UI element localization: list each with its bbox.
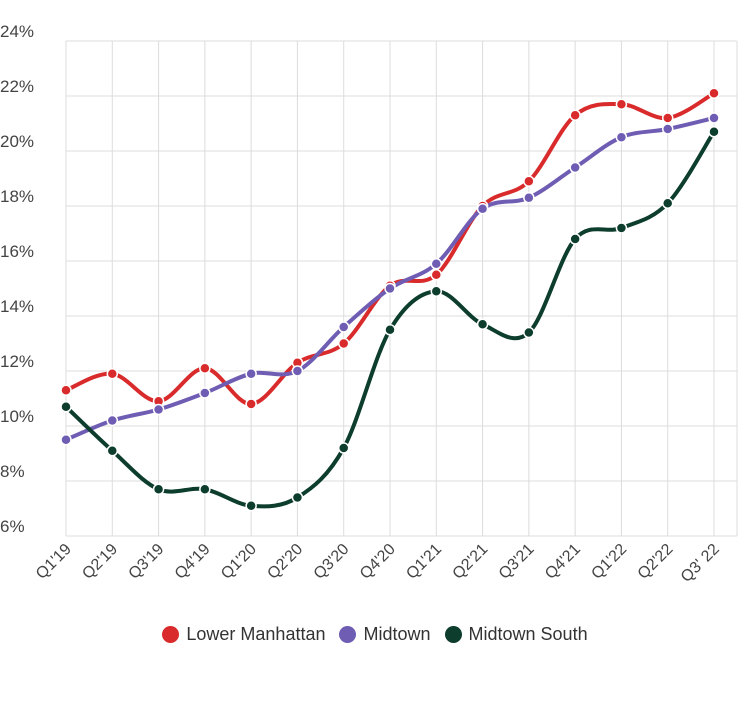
data-point-midtown-13 xyxy=(661,123,674,135)
series-points xyxy=(60,87,720,512)
data-point-midtown-south-9 xyxy=(476,318,489,330)
x-tick-label: Q2'22 xyxy=(635,541,677,583)
x-tick-label: Q3'20 xyxy=(311,541,353,583)
x-tick-label: Q4'21 xyxy=(542,541,584,583)
data-point-midtown-6 xyxy=(337,321,350,333)
y-tick-label: 16% xyxy=(0,242,34,261)
x-tick-label: Q4'20 xyxy=(357,541,399,583)
data-point-midtown-10 xyxy=(523,192,535,204)
y-tick-label: 24% xyxy=(0,22,34,41)
data-point-lower-manhattan-1 xyxy=(106,368,119,380)
x-tick-label: Q1'20 xyxy=(218,541,260,583)
data-point-midtown-14 xyxy=(708,112,720,124)
data-point-midtown-0 xyxy=(60,434,72,446)
data-point-lower-manhattan-0 xyxy=(60,384,72,396)
data-point-lower-manhattan-10 xyxy=(523,175,535,187)
data-point-lower-manhattan-11 xyxy=(569,109,581,121)
legend-marker xyxy=(162,626,180,643)
y-tick-label: 6% xyxy=(0,517,25,536)
grid xyxy=(65,40,738,537)
data-point-midtown-south-12 xyxy=(615,222,628,234)
legend-item-lower-manhattan: Lower Manhattan xyxy=(162,624,325,645)
data-point-lower-manhattan-14 xyxy=(708,87,720,99)
data-point-midtown-2 xyxy=(152,403,165,416)
legend-marker xyxy=(444,626,462,643)
data-point-lower-manhattan-8 xyxy=(430,269,443,281)
x-tick-label: Q2'20 xyxy=(264,541,306,583)
legend-label: Midtown xyxy=(363,624,431,644)
x-tick-label: Q1'22 xyxy=(588,541,630,583)
data-point-midtown-7 xyxy=(384,282,396,295)
line-chart: 6%8%10%12%14%16%18%20%22%24% Q1'19 Q2'19 Q… xyxy=(0,22,738,586)
x-tick-label: Q2'19 xyxy=(79,541,121,583)
data-point-midtown-9 xyxy=(476,203,489,215)
data-point-midtown-5 xyxy=(291,365,304,377)
y-tick-label: 8% xyxy=(0,462,25,481)
legend-item-midtown: Midtown xyxy=(339,624,431,645)
data-point-midtown-south-3 xyxy=(199,483,211,495)
y-tick-label: 18% xyxy=(0,187,34,206)
data-point-lower-manhattan-12 xyxy=(615,98,628,110)
x-tick-label: Q1'21 xyxy=(403,541,445,583)
y-axis: 6% 8% 10% 12% 14% 16% 18% 20% 22% 24% xyxy=(0,22,34,536)
data-point-midtown-south-13 xyxy=(661,197,674,209)
data-point-midtown-south-5 xyxy=(291,491,304,504)
x-tick-label: Q3'21 xyxy=(496,541,538,583)
legend-label: Lower Manhattan xyxy=(186,624,326,644)
data-point-midtown-12 xyxy=(615,131,628,143)
data-point-midtown-south-6 xyxy=(337,442,350,454)
data-point-midtown-south-14 xyxy=(708,126,720,138)
x-tick-label: Q4'19 xyxy=(172,541,214,583)
x-tick-label: Q2'21 xyxy=(450,541,492,583)
data-point-midtown-south-10 xyxy=(523,326,535,339)
data-point-lower-manhattan-4 xyxy=(245,398,257,410)
data-point-midtown-south-2 xyxy=(152,483,165,495)
data-point-midtown-south-4 xyxy=(245,500,257,512)
data-point-lower-manhattan-6 xyxy=(337,337,350,350)
data-point-midtown-8 xyxy=(430,258,443,270)
data-point-midtown-1 xyxy=(106,414,119,427)
data-point-lower-manhattan-13 xyxy=(661,112,674,124)
x-tick-label: Q1'19 xyxy=(33,541,75,583)
legend: Lower Manhattan Midtown Midtown South xyxy=(0,624,750,645)
x-tick-label: Q3' 22 xyxy=(678,541,723,586)
y-tick-label: 14% xyxy=(0,297,34,316)
data-point-midtown-south-0 xyxy=(60,401,72,413)
data-point-midtown-south-1 xyxy=(106,445,119,457)
data-point-midtown-south-8 xyxy=(430,285,443,297)
x-tick-label: Q3'19 xyxy=(126,541,168,583)
x-axis: Q1'19 Q2'19 Q3'19 Q4'19 Q1'20 Q2'20 Q3'20 Q4'20… xyxy=(33,541,723,586)
data-point-midtown-3 xyxy=(199,387,211,399)
data-point-midtown-south-7 xyxy=(384,324,396,336)
y-tick-label: 22% xyxy=(0,77,34,96)
data-point-midtown-south-11 xyxy=(569,233,581,245)
legend-label: Midtown South xyxy=(468,624,588,644)
y-tick-label: 10% xyxy=(0,407,34,426)
data-point-lower-manhattan-3 xyxy=(199,362,211,374)
y-tick-label: 12% xyxy=(0,352,34,371)
legend-item-midtown-south: Midtown South xyxy=(444,624,588,645)
legend-marker xyxy=(339,626,357,643)
y-tick-label: 20% xyxy=(0,132,34,151)
data-point-midtown-4 xyxy=(245,368,257,380)
data-point-midtown-11 xyxy=(569,161,581,174)
